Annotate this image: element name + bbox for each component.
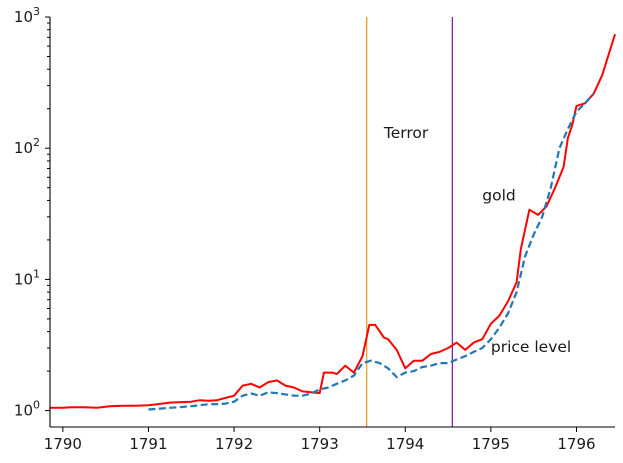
event-lines: [366, 17, 453, 427]
x-tick-label: 1790: [44, 435, 82, 453]
annotation-price-level: price level: [491, 338, 571, 356]
y-axis: 100 101 102 103: [14, 5, 50, 420]
x-tick-label: 1793: [301, 435, 339, 453]
x-tick-label: 1792: [215, 435, 253, 453]
plot-area: [50, 17, 616, 427]
series-line-price-level: [148, 93, 595, 411]
annotation-terror: Terror: [383, 124, 429, 142]
x-tick-label: 1795: [472, 435, 510, 453]
annotation-gold: gold: [482, 186, 515, 204]
series-line-gold: [50, 33, 616, 409]
y-tick-label: 100: [14, 399, 40, 420]
series-group: [50, 33, 616, 411]
y-tick-label: 101: [14, 267, 40, 288]
x-axis: 1790 1791 1792 1793 1794 1795 1796: [44, 427, 596, 453]
annotations: Terror gold price level: [383, 124, 571, 356]
x-tick-label: 1796: [557, 435, 595, 453]
x-tick-label: 1791: [129, 435, 167, 453]
x-tick-label: 1794: [386, 435, 424, 453]
y-tick-label: 102: [14, 136, 40, 157]
y-tick-label: 103: [14, 5, 40, 26]
